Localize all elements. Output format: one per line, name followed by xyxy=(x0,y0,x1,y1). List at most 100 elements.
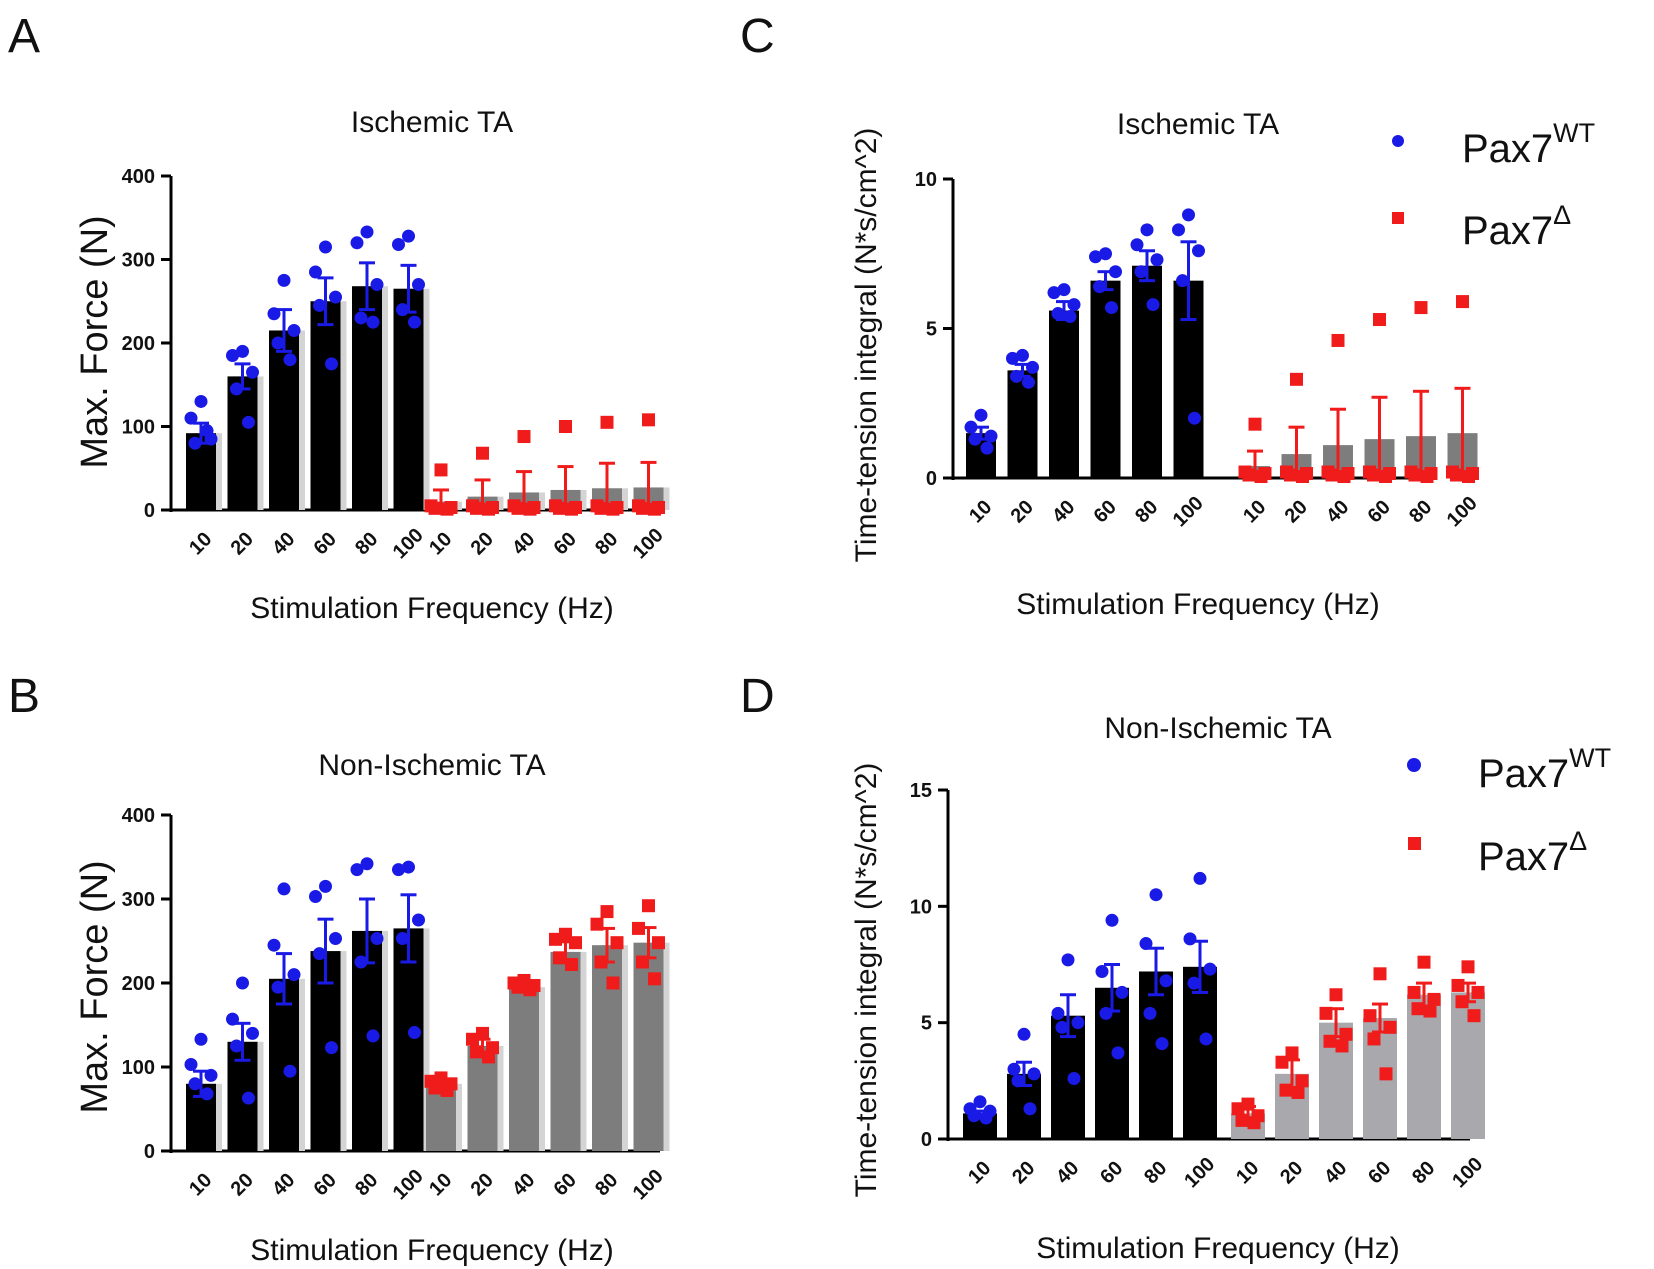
panel-d-wt-point xyxy=(1017,1027,1031,1041)
panel-d-wt-point xyxy=(1187,976,1201,990)
panel-d-wt-point xyxy=(1155,1037,1169,1051)
panel-d-ko-point xyxy=(1363,1009,1377,1023)
panel-c-wt-point xyxy=(1176,274,1189,288)
panel-a-ko-point xyxy=(565,502,578,516)
panel-d-xtick-label: 40 xyxy=(1052,1157,1083,1188)
panel-c-wt-point xyxy=(1146,298,1160,312)
panel-b-ko-point xyxy=(428,1081,442,1095)
panel-b-ytick-label: 200 xyxy=(122,973,155,995)
panel-c-wt-point xyxy=(1109,265,1122,279)
panel-c-wt-bar xyxy=(1007,370,1038,478)
panel-b-wt-point xyxy=(329,931,342,945)
panel-a-wt-point xyxy=(360,225,374,239)
panel-b-wt-point xyxy=(354,955,368,969)
panel-b-ytick-label: 400 xyxy=(122,805,155,827)
panel-a-wt-point xyxy=(402,229,415,243)
panel-c-wt-point xyxy=(1022,375,1035,389)
panel-c-wt-point xyxy=(1150,253,1164,267)
panel-c-ylabel: Time-tension integral (N*s/cm^2) xyxy=(850,128,883,563)
panel-d-xtick-label: 20 xyxy=(1008,1157,1039,1188)
panel-b-ko-point xyxy=(470,1045,483,1059)
panel-a-ko-point xyxy=(606,502,620,516)
panel-b-wt-point xyxy=(366,1029,380,1043)
panel-a-wt-point xyxy=(188,436,202,450)
panel-a-wt-point xyxy=(242,415,255,429)
panel-c-wt-point xyxy=(1057,283,1071,297)
panel-d-ytick-label: 0 xyxy=(921,1129,932,1151)
panel-c-wt-point xyxy=(974,408,988,422)
panel-b-ko-point xyxy=(434,1071,448,1085)
panel-a-ko-point xyxy=(594,501,608,515)
panel-d-ko-point xyxy=(1279,1083,1293,1097)
panel-b-ytick-label: 300 xyxy=(122,889,155,911)
panel-a-ko-point xyxy=(600,415,614,429)
panel-a-ko-point xyxy=(648,502,661,516)
panel-b-wt-point xyxy=(236,976,249,990)
panel-a-ko-point xyxy=(470,501,483,515)
panel-b-ko-point xyxy=(440,1084,454,1098)
panel-c-wt-point xyxy=(1140,223,1154,237)
panel-c-ko-point xyxy=(1367,468,1380,482)
panel-b-ko-point xyxy=(648,972,661,986)
panel-c-xlabel: Stimulation Frequency (Hz) xyxy=(1016,588,1379,621)
panel-d-xtick-label: 10 xyxy=(964,1157,995,1188)
panel-a-ko-point xyxy=(553,501,566,515)
panel-c-ko-point xyxy=(1254,470,1268,484)
panel-a-wt-point xyxy=(309,265,322,279)
panel-b-ko-point xyxy=(466,1032,479,1046)
panel-b-ytick-label: 100 xyxy=(122,1057,155,1079)
panel-c-wt-bar xyxy=(1132,265,1162,478)
panel-d-wt-point xyxy=(1095,964,1109,978)
panel-c-xtick-label: 60 xyxy=(1090,496,1121,527)
panel-b-ko-point xyxy=(549,932,562,946)
panel-a-ko-point xyxy=(523,502,537,516)
panel-b-ko-bar xyxy=(467,1046,498,1151)
panel-d-wt-bar xyxy=(1183,966,1217,1139)
panel-c-wt-point xyxy=(1105,301,1118,315)
panel-a-xtick-label: 80 xyxy=(591,528,622,559)
panel-a-ytick-label: 0 xyxy=(144,500,155,522)
panel-b-ko-bar xyxy=(592,945,622,1151)
panel-d-ko-point xyxy=(1367,1032,1381,1046)
panel-b-ko-point xyxy=(482,1050,495,1064)
panel-letter-a: A xyxy=(8,10,40,63)
panel-c-ytick-label: 0 xyxy=(926,468,937,490)
panel-b-xtick-label: 100 xyxy=(389,1165,428,1204)
panel-d-ko-point xyxy=(1455,995,1469,1009)
panel-a-ko-point xyxy=(440,502,454,516)
panel-c-wt-point xyxy=(1051,307,1065,321)
panel-a-ko-point xyxy=(559,420,572,433)
panel-d-wt-point xyxy=(1149,888,1163,902)
panel-d-wt-point xyxy=(1099,1006,1113,1020)
panel-c-xtick-label: 20 xyxy=(1007,496,1038,527)
panel-c-wt-point xyxy=(1047,286,1061,300)
panel-a-wt-point xyxy=(246,365,259,379)
panel-d-ko-point xyxy=(1339,1027,1353,1041)
panel-c-ko-point xyxy=(1296,470,1309,484)
panel-a-ko-point xyxy=(636,501,649,515)
legend-d-wt-marker xyxy=(1407,758,1421,772)
panel-b-wt-point xyxy=(242,1091,255,1105)
panel-d-ko-point xyxy=(1471,985,1485,999)
panel-d-xtick-label: 80 xyxy=(1140,1157,1171,1188)
panel-b-wt-point xyxy=(392,863,405,877)
panel-a-wt-point xyxy=(200,424,214,438)
panel-d-xlabel: Stimulation Frequency (Hz) xyxy=(1036,1232,1399,1265)
panel-c-wt-point xyxy=(964,420,978,434)
panel-c-ytick-label: 5 xyxy=(926,319,937,341)
panel-b-wt-point xyxy=(204,1068,218,1082)
panel-c-wt-point xyxy=(1010,369,1023,383)
panel-b-wt-point xyxy=(309,889,322,903)
panel-a-xtick-label: 10 xyxy=(425,528,456,559)
panel-a-wt-bar xyxy=(227,376,258,510)
panel-c-wt-point xyxy=(1192,244,1205,258)
panel-d-wt-point xyxy=(979,1111,993,1125)
legend-c-ko-marker xyxy=(1392,212,1404,224)
panel-a-wt-point xyxy=(366,315,380,329)
panel-b-ylabel: Max. Force (N) xyxy=(74,860,116,1113)
panel-b-ko-bar xyxy=(509,987,539,1151)
panel-b: Non-Ischemic TA Max. Force (N) Stimulati… xyxy=(74,749,670,1267)
panel-a-wt-point xyxy=(267,307,281,321)
panel-d-ko-point xyxy=(1461,960,1475,974)
